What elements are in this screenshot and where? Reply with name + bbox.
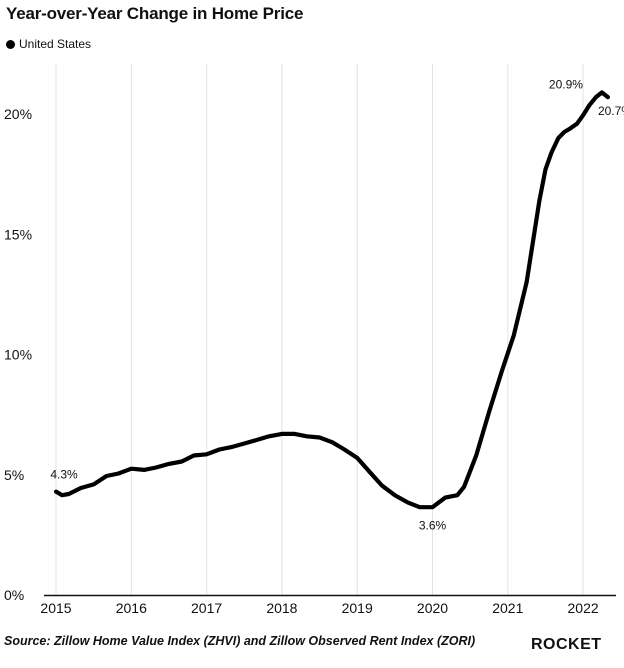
- x-tick-label-2017: 2017: [191, 600, 222, 616]
- legend-marker: [6, 39, 15, 49]
- x-tick-label-2015: 2015: [40, 600, 71, 616]
- x-tick-label-2019: 2019: [342, 600, 373, 616]
- x-tick-label-2022: 2022: [568, 600, 599, 616]
- x-tick-label-2021: 2021: [492, 600, 523, 616]
- source-note: Source: Zillow Home Value Index (ZHVI) a…: [4, 634, 476, 648]
- y-tick-label-10: 10%: [4, 347, 32, 363]
- legend-label-united-states: United States: [19, 37, 92, 51]
- x-tick-label-2018: 2018: [266, 600, 297, 616]
- y-tick-label-15: 15%: [4, 226, 32, 242]
- rocket-logo: ROCKET: [531, 636, 602, 653]
- y-tick-label-0: 0%: [4, 587, 24, 603]
- data-label-0: 4.3%: [50, 468, 78, 482]
- x-tick-label-2020: 2020: [417, 600, 448, 616]
- y-tick-label-20: 20%: [4, 106, 32, 122]
- series-line-united-states: [53, 90, 610, 510]
- chart-title: Year-over-Year Change in Home Price: [6, 4, 304, 23]
- y-tick-label-5: 5%: [4, 467, 24, 483]
- x-tick-label-2016: 2016: [116, 600, 147, 616]
- data-label-3: 20.7%: [598, 104, 624, 118]
- chart-legend: United States: [6, 37, 91, 51]
- data-label-1: 3.6%: [419, 518, 447, 532]
- data-label-2: 20.9%: [549, 77, 583, 91]
